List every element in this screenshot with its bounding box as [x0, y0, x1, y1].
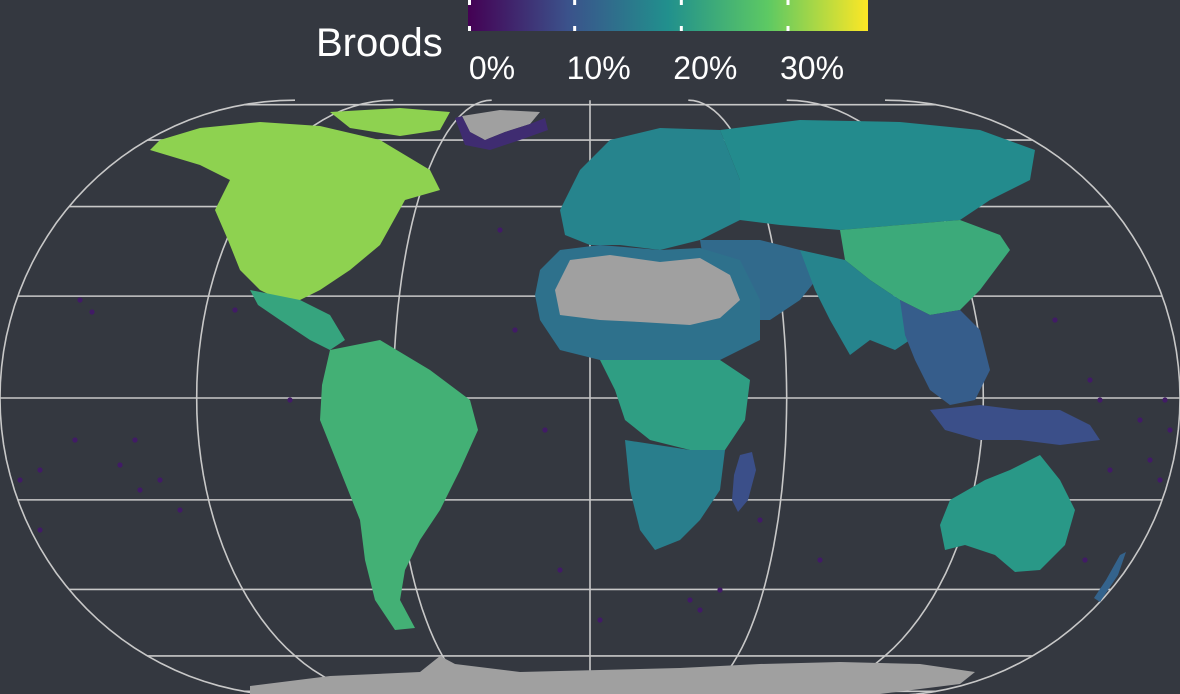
island-cell	[597, 617, 603, 623]
island-cell	[77, 297, 83, 303]
island-cell	[72, 437, 78, 443]
sahara	[555, 255, 740, 325]
land-central-america	[250, 290, 345, 350]
island-cell	[17, 477, 23, 483]
land-europe	[560, 128, 740, 250]
map-boundary	[0, 99, 296, 694]
land-north-america	[150, 122, 440, 300]
land-south-america	[320, 340, 478, 630]
island-cell	[287, 397, 293, 403]
island-cell	[1137, 417, 1143, 423]
island-cell	[1107, 467, 1113, 473]
tick-label: 20%	[673, 50, 738, 86]
island-cell	[1052, 317, 1058, 323]
land-southern-africa	[625, 440, 725, 550]
colorbar	[468, 0, 868, 31]
island-cell	[37, 527, 43, 533]
antarctica	[250, 656, 975, 694]
island-cell	[512, 327, 518, 333]
island-cell	[697, 607, 703, 613]
island-cell	[157, 477, 163, 483]
land-arctic-canada	[330, 108, 450, 136]
land-australia	[940, 455, 1075, 572]
tick-label: 0%	[468, 50, 516, 86]
land-indonesia	[930, 405, 1100, 445]
land-greenland-coast	[455, 116, 548, 150]
colorbar-gradient	[468, 0, 868, 31]
island-cell	[1167, 427, 1173, 433]
island-cell	[232, 307, 238, 313]
island-cell	[557, 567, 563, 573]
pacific-islands	[17, 227, 1173, 623]
island-cell	[687, 597, 693, 603]
island-cell	[137, 487, 143, 493]
island-cell	[1147, 457, 1153, 463]
legend-title: Broods	[316, 21, 443, 65]
land-south-asia	[800, 250, 910, 355]
tick-label: 30%	[779, 50, 845, 86]
island-cell	[497, 227, 503, 233]
island-cell	[1087, 377, 1093, 383]
island-cell	[717, 587, 723, 593]
land-east-asia	[840, 220, 1010, 315]
island-cell	[117, 462, 123, 468]
land-new-zealand	[1094, 552, 1126, 602]
land-southeast-asia	[900, 300, 990, 405]
greenland	[462, 110, 540, 140]
map-boundary	[884, 99, 1180, 694]
island-cell	[1162, 397, 1168, 403]
land-north-asia	[720, 120, 1035, 230]
island-cell	[177, 507, 183, 513]
island-cell	[1082, 557, 1088, 563]
land-central-africa	[600, 360, 750, 450]
colorbar-ticks	[468, 0, 790, 31]
island-cell	[542, 427, 548, 433]
island-cell	[132, 437, 138, 443]
island-cell	[757, 517, 763, 523]
land-madagascar	[732, 452, 756, 512]
tick-label: 10%	[566, 50, 631, 86]
island-cell	[89, 309, 95, 315]
island-cell	[37, 467, 43, 473]
island-cell	[1157, 477, 1163, 483]
island-cell	[1097, 397, 1103, 403]
island-cell	[817, 557, 823, 563]
